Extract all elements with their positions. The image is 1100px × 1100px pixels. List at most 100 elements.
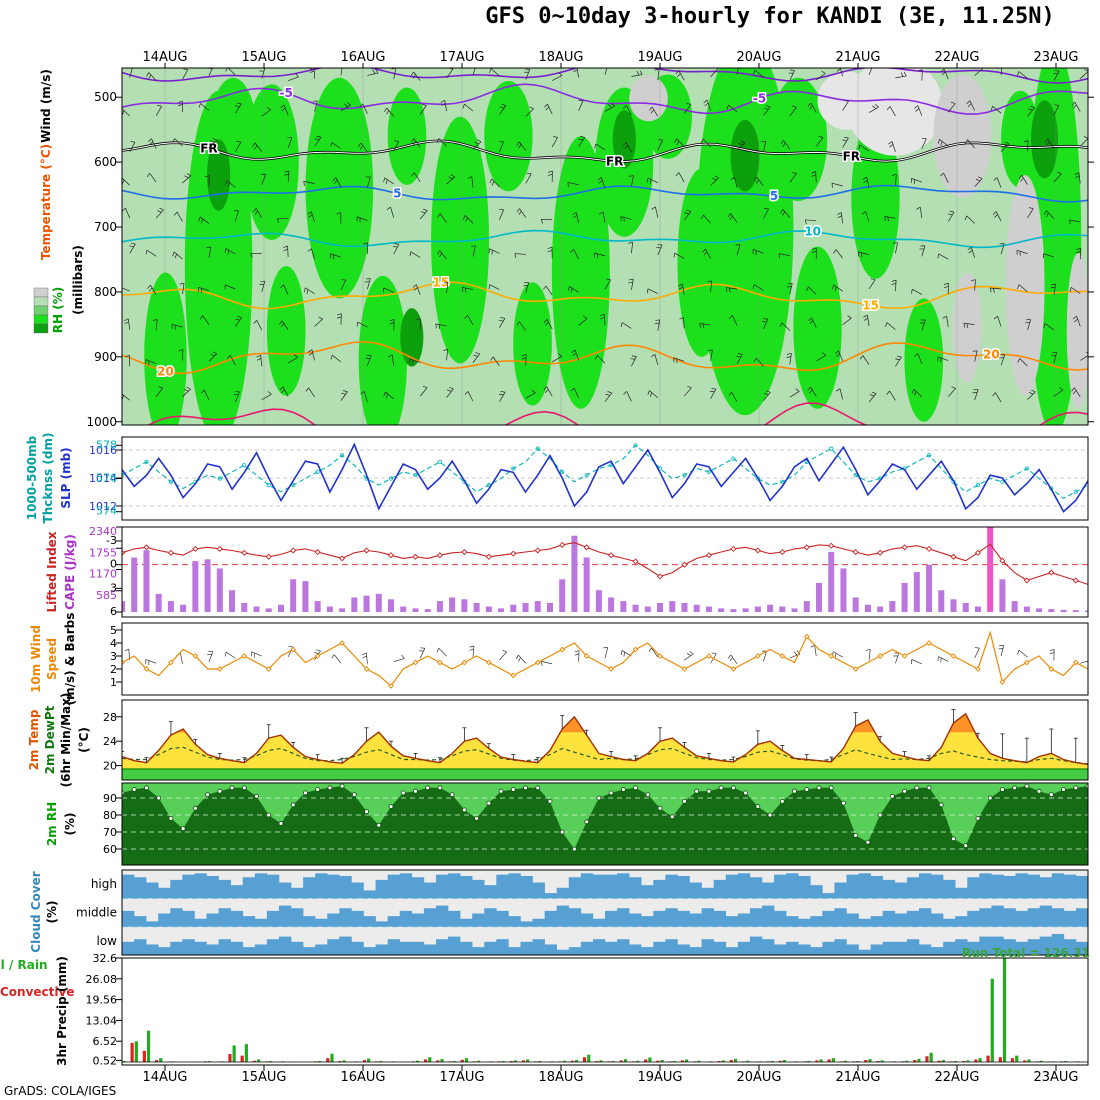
svg-text:0.52: 0.52: [93, 1054, 118, 1067]
ylabel-precip: 3hr Precip (mm): [55, 956, 69, 1066]
svg-text:578: 578: [96, 438, 117, 451]
svg-text:26.08: 26.08: [86, 973, 118, 986]
ylabel-rh: RH (%): [51, 286, 65, 334]
svg-text:FR: FR: [843, 149, 860, 163]
ylabel-cape: CAPE (J/kg): [63, 534, 77, 610]
svg-text:15AUG: 15AUG: [241, 1070, 286, 1085]
svg-text:16AUG: 16AUG: [340, 50, 385, 65]
svg-text:3: 3: [110, 650, 117, 663]
svg-text:22AUG: 22AUG: [934, 50, 979, 65]
ylabel-cloud-pct: (%): [45, 900, 59, 924]
svg-text:2340: 2340: [89, 525, 117, 538]
svg-text:18AUG: 18AUG: [538, 50, 583, 65]
svg-text:10: 10: [804, 225, 821, 239]
ylabel-wind10m-1: 10m Wind: [29, 625, 43, 693]
svg-text:5: 5: [393, 186, 401, 200]
svg-text:70: 70: [103, 826, 117, 839]
svg-text:middle: middle: [76, 906, 117, 920]
ylabel-lifted-index: Lifted Index: [45, 531, 59, 613]
svg-text:20AUG: 20AUG: [736, 1070, 781, 1085]
svg-text:19AUG: 19AUG: [637, 1070, 682, 1085]
svg-text:15: 15: [432, 276, 449, 290]
svg-text:22AUG: 22AUG: [934, 1070, 979, 1085]
svg-text:576: 576: [96, 472, 117, 485]
svg-text:21AUG: 21AUG: [835, 1070, 880, 1085]
svg-text:28: 28: [103, 711, 117, 724]
svg-text:5: 5: [770, 189, 778, 203]
svg-text:1755: 1755: [89, 546, 117, 559]
svg-text:1170: 1170: [89, 568, 117, 581]
svg-text:6.52: 6.52: [93, 1035, 118, 1048]
grads-credit: GrADS: COLA/IGES: [4, 1084, 117, 1098]
svg-text:20: 20: [157, 364, 174, 378]
svg-text:585: 585: [96, 589, 117, 602]
legend-total-rain: Total / Rain: [0, 958, 48, 972]
svg-text:19AUG: 19AUG: [637, 50, 682, 65]
svg-text:60: 60: [103, 843, 117, 856]
svg-text:13.04: 13.04: [86, 1014, 118, 1027]
ylabel-rh2m: 2m RH: [45, 801, 59, 847]
svg-text:23AUG: 23AUG: [1033, 50, 1078, 65]
svg-text:80: 80: [103, 809, 117, 822]
svg-text:18AUG: 18AUG: [538, 1070, 583, 1085]
legend-convective: Convective: [0, 985, 75, 999]
ylabel-temp2m: 2m Temp: [27, 709, 41, 771]
svg-text:24: 24: [103, 735, 117, 748]
svg-text:700: 700: [94, 220, 117, 234]
svg-text:32.6: 32.6: [93, 952, 118, 965]
svg-text:500: 500: [94, 90, 117, 104]
svg-text:20AUG: 20AUG: [736, 50, 781, 65]
ylabel-degc: (°C): [77, 727, 91, 753]
svg-text:1: 1: [110, 676, 117, 689]
svg-text:-5: -5: [280, 86, 293, 100]
ylabel-temperature: Temperature (°C): [39, 143, 53, 261]
ylabel-cloud-cover: Cloud Cover: [29, 871, 43, 953]
svg-text:1016: 1016: [89, 444, 117, 457]
svg-text:16AUG: 16AUG: [340, 1070, 385, 1085]
svg-text:17AUG: 17AUG: [439, 50, 484, 65]
svg-text:574: 574: [96, 505, 117, 518]
ylabel-dewpt2m: 2m DewPt: [43, 705, 57, 775]
svg-text:23AUG: 23AUG: [1033, 1070, 1078, 1085]
svg-text:21AUG: 21AUG: [835, 50, 880, 65]
svg-text:low: low: [97, 934, 118, 948]
ylabel-slp: SLP (mb): [59, 447, 73, 509]
ylabel-wind10m-2: Speed: [45, 637, 59, 681]
svg-text:1000: 1000: [86, 415, 117, 429]
svg-text:800: 800: [94, 285, 117, 299]
svg-text:4: 4: [110, 637, 117, 650]
ylabel-minmax: (6hr Min/Max): [59, 692, 73, 788]
svg-text:20: 20: [983, 348, 1000, 362]
ylabel-millibars: (millibars): [71, 245, 85, 315]
svg-text:6: 6: [110, 605, 117, 618]
svg-text:17AUG: 17AUG: [439, 1070, 484, 1085]
ylabel-wind10m-3: (m/s) & Barbs: [63, 612, 77, 706]
svg-text:1014: 1014: [89, 472, 117, 485]
svg-text:5: 5: [110, 624, 117, 637]
svg-text:2: 2: [110, 663, 117, 676]
svg-text:high: high: [91, 877, 117, 891]
ylabel-thickness-2: Thcknss (dm): [41, 432, 55, 524]
ylabel-rh2m-pct: (%): [63, 812, 77, 836]
ylabel-wind-upper: Wind (m/s): [39, 69, 53, 143]
svg-text:15: 15: [862, 298, 879, 312]
svg-text:900: 900: [94, 350, 117, 364]
ylabel-thickness-1: 1000-500mb: [25, 435, 39, 521]
run-total-text: Run Total = 126.31: [961, 946, 1090, 960]
svg-text:90: 90: [103, 792, 117, 805]
svg-text:15AUG: 15AUG: [241, 50, 286, 65]
svg-text:19.56: 19.56: [86, 994, 118, 1007]
svg-text:-5: -5: [753, 91, 766, 105]
svg-text:14AUG: 14AUG: [142, 1070, 187, 1085]
svg-text:600: 600: [94, 155, 117, 169]
svg-text:3: 3: [110, 581, 117, 594]
svg-text:FR: FR: [200, 141, 217, 155]
svg-text:1012: 1012: [89, 500, 117, 513]
svg-text:20: 20: [103, 760, 117, 773]
svg-text:-3: -3: [106, 534, 117, 547]
svg-text:14AUG: 14AUG: [142, 50, 187, 65]
chart-title: GFS 0~10day 3-hourly for KANDI (3E, 11.2…: [485, 4, 1055, 29]
svg-text:FR: FR: [606, 154, 623, 168]
